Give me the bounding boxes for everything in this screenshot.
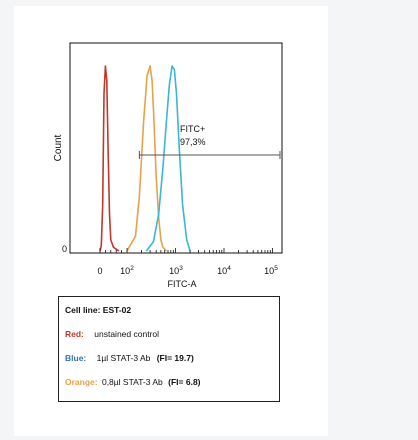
figure-card: Count 0 0 102 103 104 105 FITC-A FITC+ 9… [14,6,328,436]
plot-frame [69,42,283,254]
legend-blue-fi: (FI= 19.7) [156,353,194,363]
gate-marker [138,151,281,159]
gate-value: 97,3% [180,137,206,147]
x-axis-ticks [99,248,273,253]
x-tick-label-4: 104 [217,265,231,276]
legend-row-red: Red: unstained control [65,329,159,339]
y-axis-label: Count [53,134,64,161]
series-line-0 [99,65,120,252]
histogram-lines [99,65,191,252]
legend-blue-label: Blue: [65,353,87,363]
series-line-2 [145,65,191,252]
legend-cell-line: Cell line: EST-02 [65,305,131,315]
legend-row-orange: Orange: 0,8µl STAT-3 Ab (FI= 6.8) [65,377,201,387]
x-tick-label-0: 0 [97,266,102,276]
y-tick-label: 0 [62,244,67,254]
x-tick-label-5: 105 [264,265,278,276]
x-tick-label-3: 103 [169,265,183,276]
legend-red-label: Red: [65,329,84,339]
series-line-1 [126,65,167,252]
legend-row-blue: Blue: 1µl STAT-3 Ab (FI= 19.7) [65,353,194,363]
legend-red-text: unstained control [94,329,160,339]
gate-label: FITC+ [180,124,205,134]
legend-box: Cell line: EST-02 Red: unstained control… [58,296,280,402]
legend-orange-label: Orange: [65,377,98,387]
legend-orange-fi: (FI= 6.8) [168,377,201,387]
cell-line-text: Cell line: EST-02 [65,305,132,315]
x-axis-label: FITC-A [168,279,197,289]
legend-blue-text: 1µl STAT-3 Ab [96,353,151,363]
x-tick-label-2: 102 [120,265,134,276]
histogram-plot: Count 0 0 102 103 104 105 FITC-A FITC+ 9… [53,42,283,289]
legend-orange-text: 0,8µl STAT-3 Ab [101,377,163,387]
